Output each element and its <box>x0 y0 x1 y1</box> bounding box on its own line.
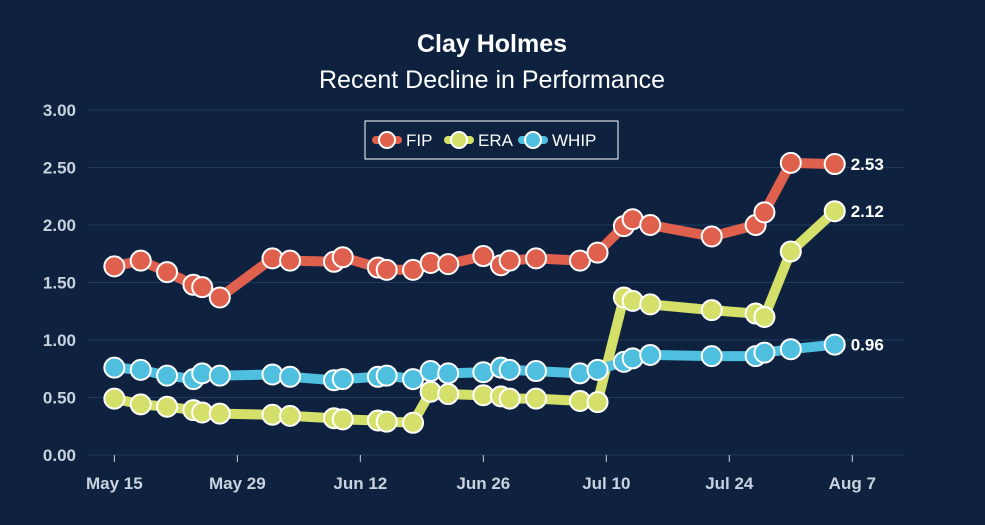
data-point-era <box>586 391 609 414</box>
end-label-fip: 2.53 <box>851 155 884 174</box>
data-point-fip <box>191 276 214 299</box>
series-whip: 0.96 <box>103 333 884 392</box>
legend-swatch-marker <box>450 131 468 149</box>
x-tick-label: May 15 <box>86 474 143 493</box>
data-point-whip <box>279 365 302 388</box>
data-point-whip <box>375 364 398 387</box>
data-point-fip <box>498 249 521 272</box>
series-line-fip <box>109 157 840 303</box>
data-point-fip <box>331 246 354 269</box>
legend-label-fip: FIP <box>406 131 432 150</box>
data-point-era <box>700 299 723 322</box>
chart-title: Clay Holmes <box>417 30 567 58</box>
data-point-whip <box>525 360 548 383</box>
data-point-fip <box>586 241 609 264</box>
axes: 0.00 0.50 1.00 1.50 2.00 2.50 3.00 May 15 May 29… <box>43 101 876 493</box>
y-tick-label: 0.50 <box>43 389 76 408</box>
legend-swatch-marker <box>524 131 542 149</box>
data-point-whip <box>621 347 644 370</box>
y-tick-label: 2.50 <box>43 159 76 178</box>
data-point-whip <box>129 358 152 381</box>
data-point-fip <box>437 253 460 276</box>
data-point-era <box>498 387 521 410</box>
data-point-fip <box>568 249 591 272</box>
data-point-era <box>208 402 231 425</box>
y-tick-label: 0.00 <box>43 446 76 465</box>
data-point-fip <box>639 214 662 236</box>
legend-label-whip: WHIP <box>552 131 596 150</box>
data-point-whip <box>156 364 179 387</box>
x-tick-label: Jul 10 <box>582 474 630 493</box>
data-point-era <box>103 387 126 410</box>
data-point-fip <box>779 151 802 174</box>
data-point-whip <box>437 362 460 385</box>
data-point-fip <box>208 286 231 309</box>
data-point-whip <box>823 333 846 356</box>
end-label-whip: 0.96 <box>851 336 884 355</box>
data-point-whip <box>331 368 354 391</box>
data-point-whip <box>402 368 425 391</box>
data-point-era <box>639 293 662 316</box>
x-tick-label: Aug 7 <box>829 474 876 493</box>
legend-item-whip[interactable]: WHIP <box>518 131 596 150</box>
data-point-era <box>279 404 302 427</box>
data-point-era <box>823 200 846 223</box>
data-point-fip <box>129 249 152 272</box>
data-point-whip <box>586 358 609 381</box>
y-tick-label: 1.50 <box>43 274 76 293</box>
data-point-era <box>779 240 802 263</box>
chart-subtitle: Recent Decline in Performance <box>319 66 665 94</box>
data-point-era <box>621 289 644 312</box>
data-point-whip <box>208 364 231 387</box>
data-point-whip <box>103 356 126 379</box>
data-point-fip <box>525 247 548 270</box>
data-point-fip <box>103 255 126 278</box>
legend-box <box>364 120 619 160</box>
data-point-era <box>156 395 179 418</box>
data-point-era <box>402 411 425 434</box>
data-point-era <box>437 383 460 406</box>
data-point-fip <box>375 258 398 281</box>
x-tick-label: Jul 24 <box>705 474 754 493</box>
data-point-fip <box>472 245 495 268</box>
data-point-fip <box>823 153 846 176</box>
data-point-era <box>525 387 548 410</box>
data-point-fip <box>700 225 723 248</box>
series-fip: 2.53 <box>103 151 884 309</box>
data-point-fip <box>156 261 179 284</box>
y-tick-label: 3.00 <box>43 101 76 120</box>
legend-item-era[interactable]: ERA <box>444 131 514 150</box>
end-label-era: 2.12 <box>851 202 884 221</box>
y-tick-label: 2.00 <box>43 216 76 235</box>
data-point-fip <box>279 249 302 272</box>
grid <box>88 109 905 456</box>
data-point-whip <box>498 358 521 381</box>
data-point-era <box>129 393 152 416</box>
legend[interactable]: FIP ERA WHIP <box>364 120 619 160</box>
data-point-era <box>753 306 776 328</box>
data-point-whip <box>700 345 723 368</box>
data-point-era <box>331 408 354 431</box>
legend-label-era: ERA <box>478 131 514 150</box>
legend-item-fip[interactable]: FIP <box>372 131 432 150</box>
series-era: 2.12 <box>103 200 884 434</box>
data-point-whip <box>639 343 662 366</box>
series-layer: 2.53 2.12 0.96 <box>103 151 884 434</box>
x-tick-label: May 29 <box>209 474 266 493</box>
legend-swatch-marker <box>378 131 396 149</box>
x-tick-label: Jun 26 <box>456 474 510 493</box>
y-tick-label: 1.00 <box>43 331 76 350</box>
data-point-whip <box>753 341 776 364</box>
x-tick-label: Jun 12 <box>333 474 387 493</box>
data-point-era <box>375 410 398 433</box>
data-point-fip <box>753 201 776 224</box>
data-point-whip <box>779 338 802 361</box>
data-point-whip <box>568 362 591 385</box>
